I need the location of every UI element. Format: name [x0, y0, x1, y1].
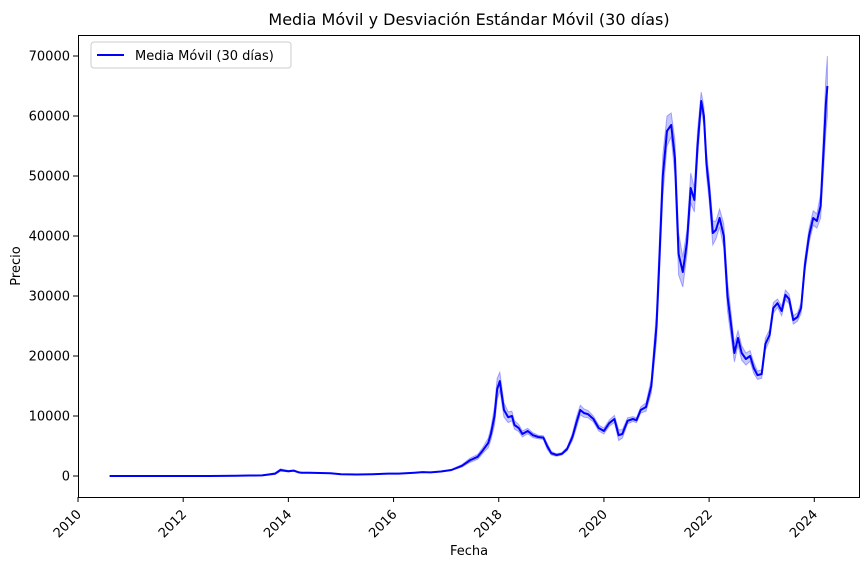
y-tick-label: 20000: [29, 350, 70, 365]
legend-box: [90, 41, 292, 69]
y-tick-label: 60000: [29, 110, 70, 125]
chart-title: Media Móvil y Desviación Estándar Móvil …: [268, 10, 669, 29]
series-line-media-movil: [109, 85, 829, 477]
axes-frame: [78, 35, 860, 498]
y-tick-label: 0: [62, 470, 70, 485]
y-tick-label: 50000: [29, 170, 70, 185]
legend: Media Móvil (30 días): [90, 41, 292, 69]
legend-label: Media Móvil (30 días): [135, 49, 274, 64]
y-tick-label: 40000: [29, 230, 70, 245]
x-axis-label: Fecha: [450, 544, 488, 559]
y-tick-label: 10000: [29, 410, 70, 425]
y-tick-label: 30000: [29, 290, 70, 305]
y-axis-label: Precio: [9, 246, 24, 285]
y-tick-label: 70000: [29, 50, 70, 65]
